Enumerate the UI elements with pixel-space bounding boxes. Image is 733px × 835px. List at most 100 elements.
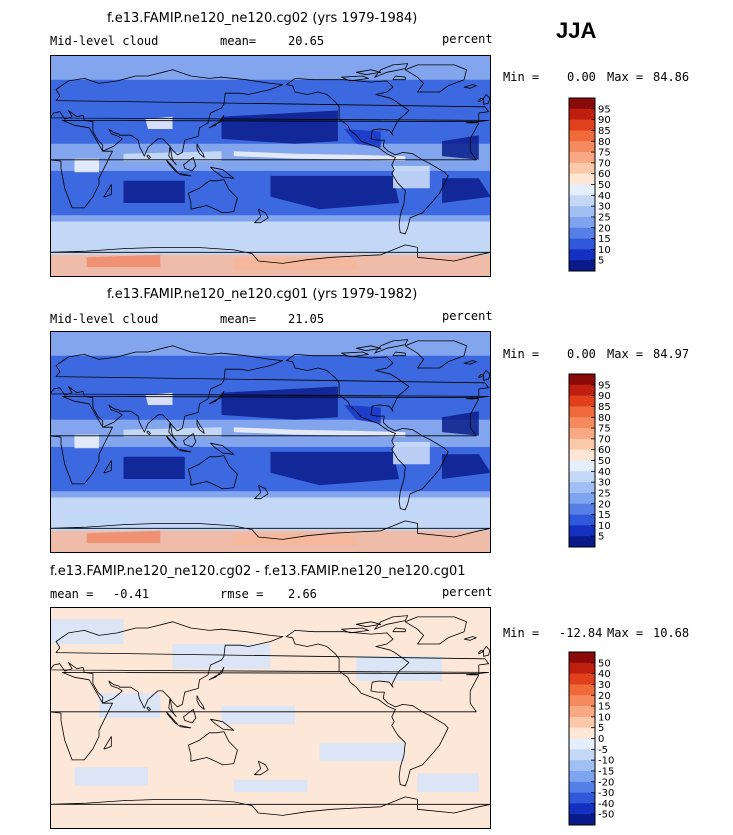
colorbar-swatch [569, 108, 595, 120]
coastline [341, 351, 369, 358]
colorbar-tick-label: 0 [598, 734, 604, 745]
coastline [50, 520, 491, 540]
colorbar-swatch [569, 684, 595, 696]
colorbar-swatch [569, 652, 595, 664]
colorbar-tick-label: 95 [598, 104, 611, 115]
colorbar-tick-label: 20 [598, 691, 611, 702]
panel1-max-label: Max = [607, 70, 644, 84]
coastline [210, 442, 235, 455]
panel3-rmse-label: rmse = [220, 587, 264, 601]
colorbar-swatch [569, 662, 595, 674]
panel2-mean-value: 21.05 [288, 312, 325, 326]
coastline [50, 69, 490, 166]
colorbar-swatch [569, 119, 595, 131]
panel1-map [50, 55, 491, 277]
coastline [392, 351, 406, 357]
panel3-title: f.e13.FAMIP.ne120_ne120.cg02 - f.e13.FAM… [50, 564, 466, 579]
panel1-units: percent [442, 32, 493, 46]
colorbar-swatch [569, 152, 595, 164]
panel2-title: f.e13.FAMIP.ne120_ne120.cg01 (yrs 1979-1… [107, 287, 418, 302]
colorbar-tick-label: 15 [598, 702, 611, 713]
coastline [50, 672, 480, 761]
coastline [50, 796, 491, 816]
panel3-units: percent [442, 585, 493, 599]
panel2-map [50, 331, 491, 553]
panel3-min-value: -12.84 [559, 626, 603, 640]
coastline [187, 179, 238, 214]
colorbar-swatch [569, 227, 595, 239]
colorbar-tick-label: 15 [598, 510, 611, 521]
coastline [166, 159, 180, 174]
panel2-units: percent [442, 309, 493, 323]
coastline [392, 627, 406, 633]
panel3-rmse-value: 2.66 [288, 587, 317, 601]
colorbar-tick-label: -10 [598, 756, 614, 767]
colorbar-tick-label: -40 [598, 799, 614, 810]
coastline [179, 725, 192, 729]
panel3-mean-value: -0.41 [113, 587, 150, 601]
coastline [146, 154, 151, 159]
colorbar-tick-label: 25 [598, 212, 611, 223]
coastline [146, 706, 151, 711]
colorbar-tick-label: 50 [598, 180, 611, 191]
panel1-max-value: 84.86 [653, 70, 690, 84]
colorbar-tick-label: 85 [598, 126, 611, 137]
colorbar-tick-label: 15 [598, 234, 611, 245]
colorbar-tick-label: 90 [598, 115, 611, 126]
coastline [146, 430, 151, 435]
colorbar-swatch [569, 98, 595, 110]
coastline [103, 736, 112, 750]
panel2-min-value: 0.00 [567, 347, 596, 361]
colorbar-swatch [569, 384, 595, 396]
colorbar-tick-label: 70 [598, 158, 611, 169]
coastline [187, 455, 238, 490]
panel1-variable-label: Mid-level cloud [50, 34, 159, 48]
coastline [404, 64, 467, 93]
colorbar-tick-label: -50 [598, 810, 614, 821]
coastline [166, 435, 180, 450]
coastline [50, 120, 480, 209]
colorbar-tick-label: 30 [598, 202, 611, 213]
colorbar-tick-label: 60 [598, 445, 611, 456]
colorbar-swatch [569, 770, 595, 783]
coastline [208, 391, 225, 405]
coastline [355, 69, 382, 76]
colorbar-tick-label: 90 [598, 391, 611, 402]
coastline [341, 627, 369, 634]
colorbar-swatch [569, 492, 595, 505]
colorbar-swatch [569, 514, 595, 526]
colorbar-swatch [569, 727, 595, 739]
colorbar-swatch [569, 673, 595, 685]
colorbar-swatch [569, 471, 595, 483]
colorbar-tick-label: 85 [598, 402, 611, 413]
coastline [208, 667, 225, 681]
coastline [254, 484, 269, 500]
coastline [103, 460, 112, 474]
colorbar-tick-label: -5 [598, 745, 608, 756]
coastline [254, 760, 269, 776]
colorbar-swatch [569, 716, 595, 728]
colorbar-tick-label: 5 [598, 256, 604, 267]
coastline [341, 75, 369, 82]
colorbar-swatch [569, 162, 595, 174]
coastline [355, 345, 382, 352]
coastline [285, 353, 449, 511]
coastline [179, 173, 192, 177]
colorbar-tick-label: 5 [598, 723, 604, 734]
coastline [404, 340, 467, 369]
colorbar-tick-label: 5 [598, 532, 604, 543]
season-label: JJA [556, 18, 597, 43]
coastline [404, 616, 467, 645]
panel2-variable-label: Mid-level cloud [50, 312, 159, 326]
colorbar-tick-label: 80 [598, 413, 611, 424]
colorbar-swatch [569, 238, 595, 250]
coastline [183, 709, 197, 724]
colorbar-swatch [569, 695, 595, 707]
colorbar-tick-label: -15 [598, 766, 614, 777]
panel1-min-value: 0.00 [567, 70, 596, 84]
coastline [374, 615, 409, 630]
colorbar-swatch [569, 706, 595, 718]
colorbar-swatch [569, 525, 595, 537]
